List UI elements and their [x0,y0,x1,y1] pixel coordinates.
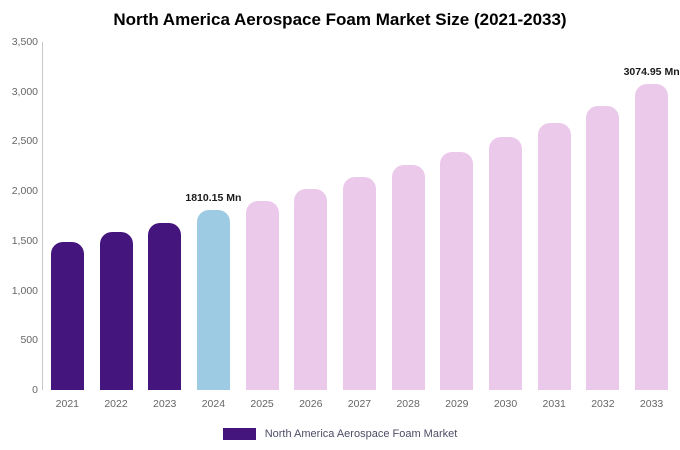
y-tick-label: 2,000 [11,185,38,198]
bar-2024 [196,210,230,390]
legend-label: North America Aerospace Foam Market [264,428,458,440]
bars-container: 2021 2022 2023 1810.15 Mn 2024 2025 2026 2027 20… [43,42,680,410]
legend: North America Aerospace Foam Market [0,428,680,440]
bar-2023 [148,222,182,390]
legend-swatch [222,428,256,440]
x-tick-label: 2024 [201,398,226,410]
y-tick-label: 0 [32,384,38,396]
bar-column-2026: 2026 [286,42,335,410]
bar-2022 [99,232,133,390]
x-tick-label: 2030 [493,398,518,410]
bar-2029 [440,152,474,390]
x-tick-label: 2027 [347,398,372,410]
x-tick-label: 2028 [396,398,420,410]
bar-2033 [635,84,669,390]
x-tick-label: 2023 [153,398,177,410]
bar-column-2027: 2027 [335,42,384,410]
bar-2021 [50,241,84,390]
bar-column-2032: 2032 [579,42,628,410]
x-tick-label: 2026 [299,398,323,410]
x-tick-label: 2033 [639,398,664,410]
y-tick-label: 1,000 [11,284,38,297]
y-tick-label: 3,500 [11,36,38,48]
x-tick-label: 2025 [250,398,274,410]
bar-column-2025: 2025 [238,42,287,410]
y-tick-label: 3,000 [11,85,38,98]
bar-column-2031: 2031 [530,42,579,410]
x-tick-label: 2029 [445,398,469,410]
y-tick-label: 2,500 [11,135,38,148]
data-label: 1810.15 Mn [185,192,242,205]
chart-title: North America Aerospace Foam Market Size… [113,10,567,29]
bar-column-2022: 2022 [92,42,141,410]
bar-column-2021: 2021 [43,42,92,410]
bar-column-2028: 2028 [384,42,433,410]
y-tick-label: 1,500 [11,234,38,247]
bar-2032 [586,105,620,390]
bar-2031 [537,122,571,390]
bar-column-2029: 2029 [433,42,482,410]
bar-column-2024: 1810.15 Mn 2024 [185,42,241,410]
y-axis: 0 500 1,000 1,500 2,000 2,500 3,000 3,500 [0,36,38,396]
x-tick-label: 2022 [104,398,128,410]
bar-2030 [489,137,523,390]
bar-2028 [391,165,425,390]
y-axis-line [42,42,43,390]
bar-2027 [342,177,376,390]
x-tick-label: 2032 [591,398,615,410]
bar-column-2023: 2023 [140,42,189,410]
data-label: 3074.95 Mn [623,66,680,79]
y-tick-label: 500 [20,334,38,347]
bar-2025 [245,201,279,390]
plot-area: 0 500 1,000 1,500 2,000 2,500 3,000 3,500 2021 2… [0,36,680,410]
bar-column-2030: 2030 [481,42,530,410]
bar-column-2033: 3074.95 Mn 2033 [624,42,680,410]
bar-2026 [294,189,328,390]
x-tick-label: 2031 [542,398,566,410]
x-tick-label: 2021 [55,398,80,410]
